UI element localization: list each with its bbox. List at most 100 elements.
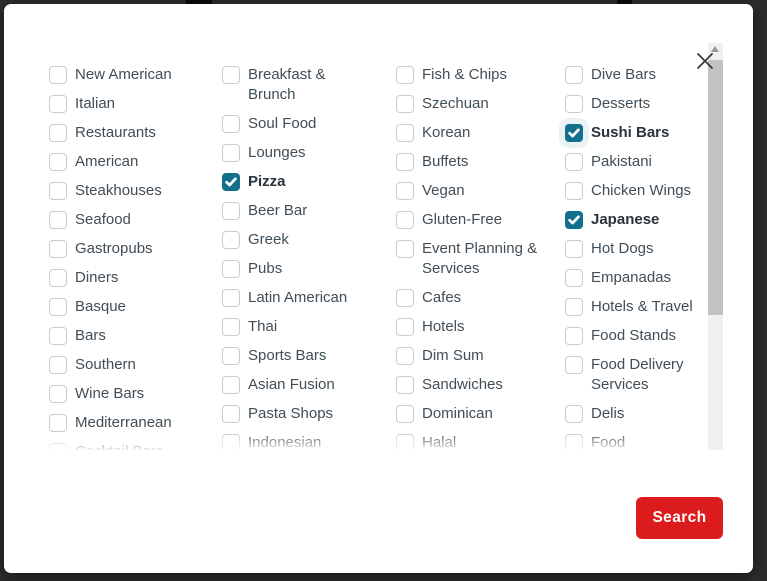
category-option[interactable]: Food Delivery Services <box>565 355 709 395</box>
checkbox-unchecked-icon[interactable] <box>222 66 240 84</box>
checkbox-unchecked-icon[interactable] <box>222 405 240 423</box>
category-option[interactable]: Sports Bars <box>222 346 396 366</box>
category-option[interactable]: Hotels <box>396 317 565 337</box>
checkbox-checked-icon[interactable] <box>222 173 240 191</box>
category-checkbox-list[interactable]: New American Italian Restaurants American St… <box>49 43 709 450</box>
category-option[interactable]: Seafood <box>49 210 222 230</box>
scrollbar-thumb[interactable] <box>708 60 723 315</box>
checkbox-unchecked-icon[interactable] <box>565 298 583 316</box>
checkbox-unchecked-icon[interactable] <box>565 405 583 423</box>
category-option[interactable]: Basque <box>49 297 222 317</box>
category-option[interactable]: Japanese <box>565 210 709 230</box>
checkbox-unchecked-icon[interactable] <box>222 318 240 336</box>
category-option[interactable]: Pubs <box>222 259 396 279</box>
category-option[interactable]: Bars <box>49 326 222 346</box>
checkbox-unchecked-icon[interactable] <box>222 289 240 307</box>
category-option[interactable]: Pasta Shops <box>222 404 396 424</box>
category-option[interactable]: Hotels & Travel <box>565 297 709 317</box>
checkbox-unchecked-icon[interactable] <box>396 318 414 336</box>
category-option[interactable]: Dim Sum <box>396 346 565 366</box>
checkbox-unchecked-icon[interactable] <box>49 298 67 316</box>
category-option[interactable]: Breakfast & Brunch <box>222 65 396 105</box>
checkbox-unchecked-icon[interactable] <box>396 182 414 200</box>
checkbox-unchecked-icon[interactable] <box>49 356 67 374</box>
checkbox-unchecked-icon[interactable] <box>565 356 583 374</box>
checkbox-unchecked-icon[interactable] <box>396 211 414 229</box>
checkbox-unchecked-icon[interactable] <box>222 144 240 162</box>
category-option[interactable]: Beer Bar <box>222 201 396 221</box>
category-option[interactable]: Diners <box>49 268 222 288</box>
category-option[interactable]: Gastropubs <box>49 239 222 259</box>
checkbox-unchecked-icon[interactable] <box>222 202 240 220</box>
category-option[interactable]: Dive Bars <box>565 65 709 85</box>
close-icon[interactable] <box>694 50 716 72</box>
category-option[interactable]: Hot Dogs <box>565 239 709 259</box>
category-option[interactable]: New American <box>49 65 222 85</box>
search-button[interactable]: Search <box>636 497 723 539</box>
checkbox-unchecked-icon[interactable] <box>565 240 583 258</box>
checkbox-unchecked-icon[interactable] <box>49 95 67 113</box>
category-option[interactable]: Pakistani <box>565 152 709 172</box>
checkbox-unchecked-icon[interactable] <box>49 385 67 403</box>
checkbox-unchecked-icon[interactable] <box>396 289 414 307</box>
category-option[interactable]: Latin American <box>222 288 396 308</box>
category-option[interactable]: Szechuan <box>396 94 565 114</box>
checkbox-unchecked-icon[interactable] <box>49 153 67 171</box>
checkbox-checked-icon[interactable] <box>565 124 583 142</box>
checkbox-unchecked-icon[interactable] <box>396 240 414 258</box>
checkbox-unchecked-icon[interactable] <box>49 124 67 142</box>
checkbox-unchecked-icon[interactable] <box>222 231 240 249</box>
category-option[interactable]: Vegan <box>396 181 565 201</box>
scrollbar-track[interactable] <box>708 43 723 450</box>
category-option[interactable]: Asian Fusion <box>222 375 396 395</box>
checkbox-checked-icon[interactable] <box>565 211 583 229</box>
checkbox-unchecked-icon[interactable] <box>396 405 414 423</box>
category-option[interactable]: Sushi Bars <box>565 123 709 143</box>
category-option[interactable]: Mediterranean <box>49 413 222 433</box>
category-option[interactable]: Sandwiches <box>396 375 565 395</box>
checkbox-unchecked-icon[interactable] <box>396 66 414 84</box>
checkbox-unchecked-icon[interactable] <box>396 376 414 394</box>
category-option[interactable]: Delis <box>565 404 709 424</box>
checkbox-unchecked-icon[interactable] <box>565 182 583 200</box>
checkbox-unchecked-icon[interactable] <box>565 327 583 345</box>
checkbox-unchecked-icon[interactable] <box>222 115 240 133</box>
category-option[interactable]: Southern <box>49 355 222 375</box>
checkbox-unchecked-icon[interactable] <box>49 66 67 84</box>
category-option[interactable]: Gluten-Free <box>396 210 565 230</box>
category-option[interactable]: American <box>49 152 222 172</box>
checkbox-unchecked-icon[interactable] <box>565 66 583 84</box>
scrollbar-up-arrow-icon[interactable] <box>711 46 719 52</box>
category-option[interactable]: Food Stands <box>565 326 709 346</box>
checkbox-unchecked-icon[interactable] <box>396 347 414 365</box>
category-option[interactable]: Greek <box>222 230 396 250</box>
category-option[interactable]: Buffets <box>396 152 565 172</box>
category-option[interactable]: Empanadas <box>565 268 709 288</box>
category-option[interactable]: Chicken Wings <box>565 181 709 201</box>
category-option[interactable]: Thai <box>222 317 396 337</box>
checkbox-unchecked-icon[interactable] <box>49 327 67 345</box>
checkbox-unchecked-icon[interactable] <box>396 153 414 171</box>
checkbox-unchecked-icon[interactable] <box>49 211 67 229</box>
category-option[interactable]: Italian <box>49 94 222 114</box>
category-option[interactable]: Wine Bars <box>49 384 222 404</box>
checkbox-unchecked-icon[interactable] <box>565 95 583 113</box>
checkbox-unchecked-icon[interactable] <box>49 414 67 432</box>
checkbox-unchecked-icon[interactable] <box>49 269 67 287</box>
category-option[interactable]: Fish & Chips <box>396 65 565 85</box>
category-option[interactable]: Dominican <box>396 404 565 424</box>
category-option[interactable]: Desserts <box>565 94 709 114</box>
checkbox-unchecked-icon[interactable] <box>222 347 240 365</box>
checkbox-unchecked-icon[interactable] <box>222 376 240 394</box>
category-option[interactable]: Korean <box>396 123 565 143</box>
category-option[interactable]: Pizza <box>222 172 396 192</box>
checkbox-unchecked-icon[interactable] <box>565 269 583 287</box>
checkbox-unchecked-icon[interactable] <box>49 240 67 258</box>
checkbox-unchecked-icon[interactable] <box>49 182 67 200</box>
category-option[interactable]: Steakhouses <box>49 181 222 201</box>
checkbox-unchecked-icon[interactable] <box>565 153 583 171</box>
category-option[interactable]: Soul Food <box>222 114 396 134</box>
category-option[interactable]: Restaurants <box>49 123 222 143</box>
checkbox-unchecked-icon[interactable] <box>222 260 240 278</box>
checkbox-unchecked-icon[interactable] <box>396 95 414 113</box>
